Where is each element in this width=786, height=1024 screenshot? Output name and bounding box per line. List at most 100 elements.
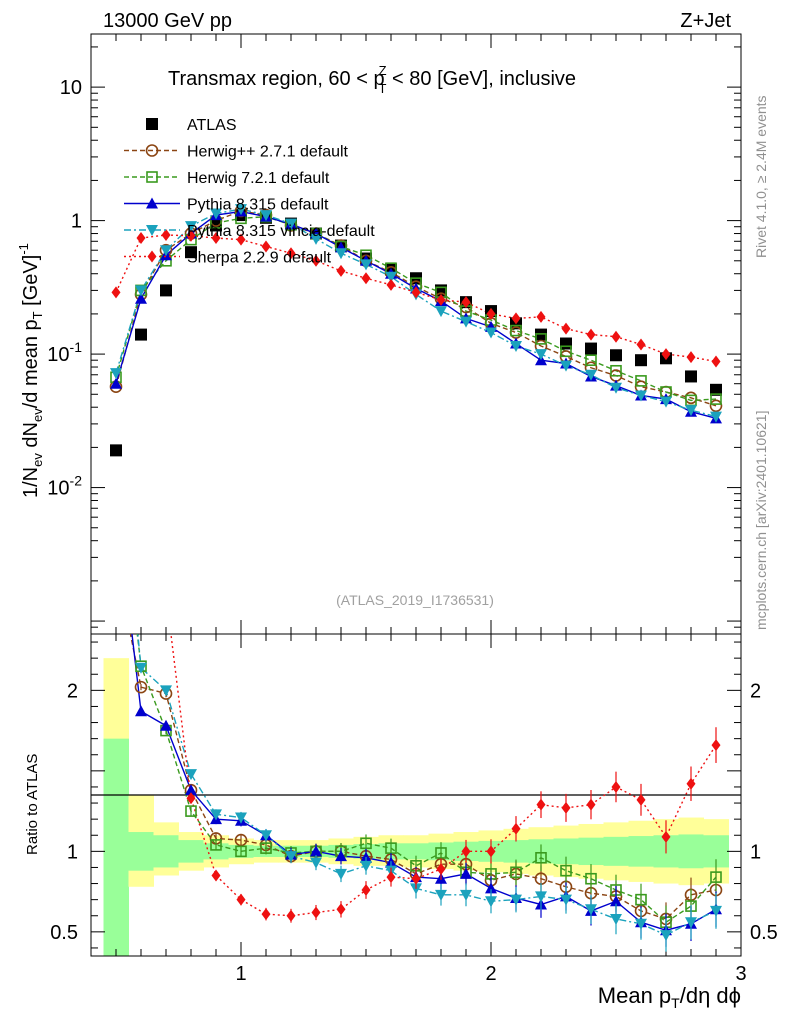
main-y-axis-title: 1/Nev dNev/d mean pT [GeV]-1 <box>16 243 45 498</box>
main-series-lines <box>115 208 717 420</box>
ratio-point-pythia-8-315-vincia-default <box>235 812 247 824</box>
ratio-point-sherpa-2-2-9-default <box>561 801 571 814</box>
ratio-point-sherpa-2-2-9-default <box>511 822 521 835</box>
series-line-pythia-8-315-default <box>115 210 717 420</box>
legend-label-herwig-7-2-1-default: Herwig 7.2.1 default <box>187 170 330 187</box>
point-sherpa-2-2-9-default <box>236 233 246 246</box>
ratio-point-pythia-8-315-default <box>135 705 147 717</box>
ratio-point-herwig-7-2-1-default <box>560 864 572 877</box>
ratio-point-herwig-2-7-1-default <box>111 556 122 567</box>
plot-title-tail: < 80 [GeV], inclusive <box>387 68 577 90</box>
ratio-point-pythia-8-315-vincia-default <box>435 889 447 901</box>
ratio-point-pythia-8-315-vincia-default <box>685 917 697 929</box>
ratio-y-tick-label-right: 2 <box>750 680 761 702</box>
ratio-point-pythia-8-315-vincia-default <box>560 894 572 906</box>
stat-uncertainty-band <box>628 836 654 867</box>
x-axis-title: Mean pT/dη dϕ <box>598 983 741 1011</box>
point-atlas <box>185 246 197 259</box>
ratio-point-sherpa-2-2-9-default <box>686 777 696 790</box>
point-sherpa-2-2-9-default <box>511 312 521 325</box>
point-pythia-8-315-vincia-default <box>310 233 322 245</box>
point-herwig-2-7-1-default <box>709 399 723 413</box>
ratio-point-pythia-8-315-vincia-default <box>535 891 547 903</box>
point-atlas <box>585 342 597 355</box>
ratio-point-sherpa-2-2-9-default <box>536 798 546 811</box>
axis-ticks: 1 2 3 10-2 10-1 1 10 0.5 0.5 1 1 2 2 <box>47 34 778 985</box>
ratio-point-pythia-8-315-vincia-default <box>335 868 347 880</box>
point-atlas <box>685 370 697 383</box>
ratio-point-sherpa-2-2-9-default <box>261 908 271 921</box>
ratio-point-herwig-7-2-1-default <box>635 893 647 906</box>
ratio-point-herwig-7-2-1-default <box>710 871 722 883</box>
point-sherpa-2-2-9-default <box>436 293 446 306</box>
ratio-point-pythia-8-315-vincia-default <box>460 889 472 901</box>
point-atlas <box>710 383 722 396</box>
point-herwig-7-2-1-default <box>560 345 572 358</box>
ratio-point-herwig-7-2-1-default <box>235 845 247 858</box>
point-sherpa-2-2-9-default <box>386 278 396 291</box>
ratio-point-pythia-8-315-default <box>485 882 497 894</box>
ratio-point-pythia-8-315-default <box>460 867 472 879</box>
stat-uncertainty-band <box>578 837 604 866</box>
point-pythia-8-315-vincia-default <box>360 259 372 271</box>
point-sherpa-2-2-9-default <box>111 286 121 299</box>
legend-marker-herwig-2-7-1-default <box>145 144 159 157</box>
ratio-point-pythia-8-315-vincia-default <box>310 857 322 869</box>
process-label: Z+Jet <box>680 10 731 32</box>
stat-uncertainty-band <box>153 835 179 868</box>
ratio-point-sherpa-2-2-9-default <box>236 893 246 906</box>
point-pythia-8-315-vincia-default <box>335 248 347 260</box>
stat-uncertainty-band <box>203 843 229 860</box>
ratio-point-sherpa-2-2-9-default <box>186 792 196 805</box>
ratio-y-tick-label: 1 <box>67 841 78 863</box>
ratio-point-herwig-7-2-1-default <box>260 842 272 854</box>
ratio-point-sherpa-2-2-9-default <box>311 906 321 919</box>
point-pythia-8-315-vincia-default <box>460 316 472 328</box>
legend-marker-pythia-8-315-vincia-default <box>146 225 158 236</box>
stat-uncertainty-band <box>403 843 429 860</box>
ratio-point-herwig-7-2-1-default <box>210 839 222 851</box>
ratio-point-sherpa-2-2-9-default <box>436 863 446 876</box>
ratio-point-pythia-8-315-vincia-default <box>660 930 672 942</box>
point-sherpa-2-2-9-default <box>211 232 221 245</box>
ratio-point-herwig-7-2-1-default <box>435 847 447 859</box>
legend-label-atlas: ATLAS <box>187 117 237 134</box>
ratio-point-sherpa-2-2-9-default <box>361 883 371 896</box>
ratio-point-pythia-8-315-vincia-default <box>610 913 622 925</box>
point-pythia-8-315-vincia-default <box>135 285 147 297</box>
stat-uncertainty-band <box>603 836 629 866</box>
stat-uncertainty-band <box>678 834 704 869</box>
point-herwig-7-2-1-default <box>535 333 547 345</box>
point-pythia-8-315-vincia-default <box>485 327 497 339</box>
point-atlas <box>635 354 647 367</box>
ratio-point-herwig-7-2-1-default <box>185 805 197 817</box>
ratio-point-sherpa-2-2-9-default <box>461 845 471 858</box>
ratio-y-tick-label-right: 1 <box>750 841 761 863</box>
point-herwig-7-2-1-default <box>610 364 622 377</box>
stat-uncertainty-band <box>128 832 154 871</box>
ratio-point-sherpa-2-2-9-default <box>486 845 496 858</box>
ratio-point-herwig-2-7-1-default <box>134 680 148 694</box>
ratio-point-sherpa-2-2-9-default <box>661 830 671 843</box>
stat-uncertainty-band <box>503 840 529 863</box>
point-atlas <box>110 444 122 457</box>
legend-marker-sherpa-2-2-9-default <box>147 250 157 263</box>
ratio-point-sherpa-2-2-9-default <box>336 903 346 916</box>
ratio-point-sherpa-2-2-9-default <box>386 871 396 884</box>
ratio-point-pythia-8-315-vincia-default <box>410 883 422 895</box>
ratio-point-pythia-8-315-vincia-default <box>160 685 172 697</box>
rivet-side-label: Rivet 4.1.0, ≥ 2.4M events <box>753 95 769 258</box>
point-pythia-8-315-vincia-default <box>385 271 397 283</box>
legend: ATLAS Herwig++ 2.7.1 default Herwig 7.2.1 … <box>124 117 375 267</box>
ratio-series-markers <box>110 491 723 952</box>
point-pythia-8-315-default <box>110 377 122 389</box>
legend-label-pythia-8-315-default: Pythia 8.315 default <box>187 197 329 214</box>
point-pythia-8-315-vincia-default <box>660 396 672 408</box>
ratio-point-pythia-8-315-default <box>110 491 122 502</box>
legend-marker-pythia-8-315-default <box>146 197 158 209</box>
point-sherpa-2-2-9-default <box>286 247 296 260</box>
ratio-point-sherpa-2-2-9-default <box>211 869 221 882</box>
ratio-y-tick-label: 2 <box>67 680 78 702</box>
ratio-point-herwig-7-2-1-default <box>535 851 547 864</box>
